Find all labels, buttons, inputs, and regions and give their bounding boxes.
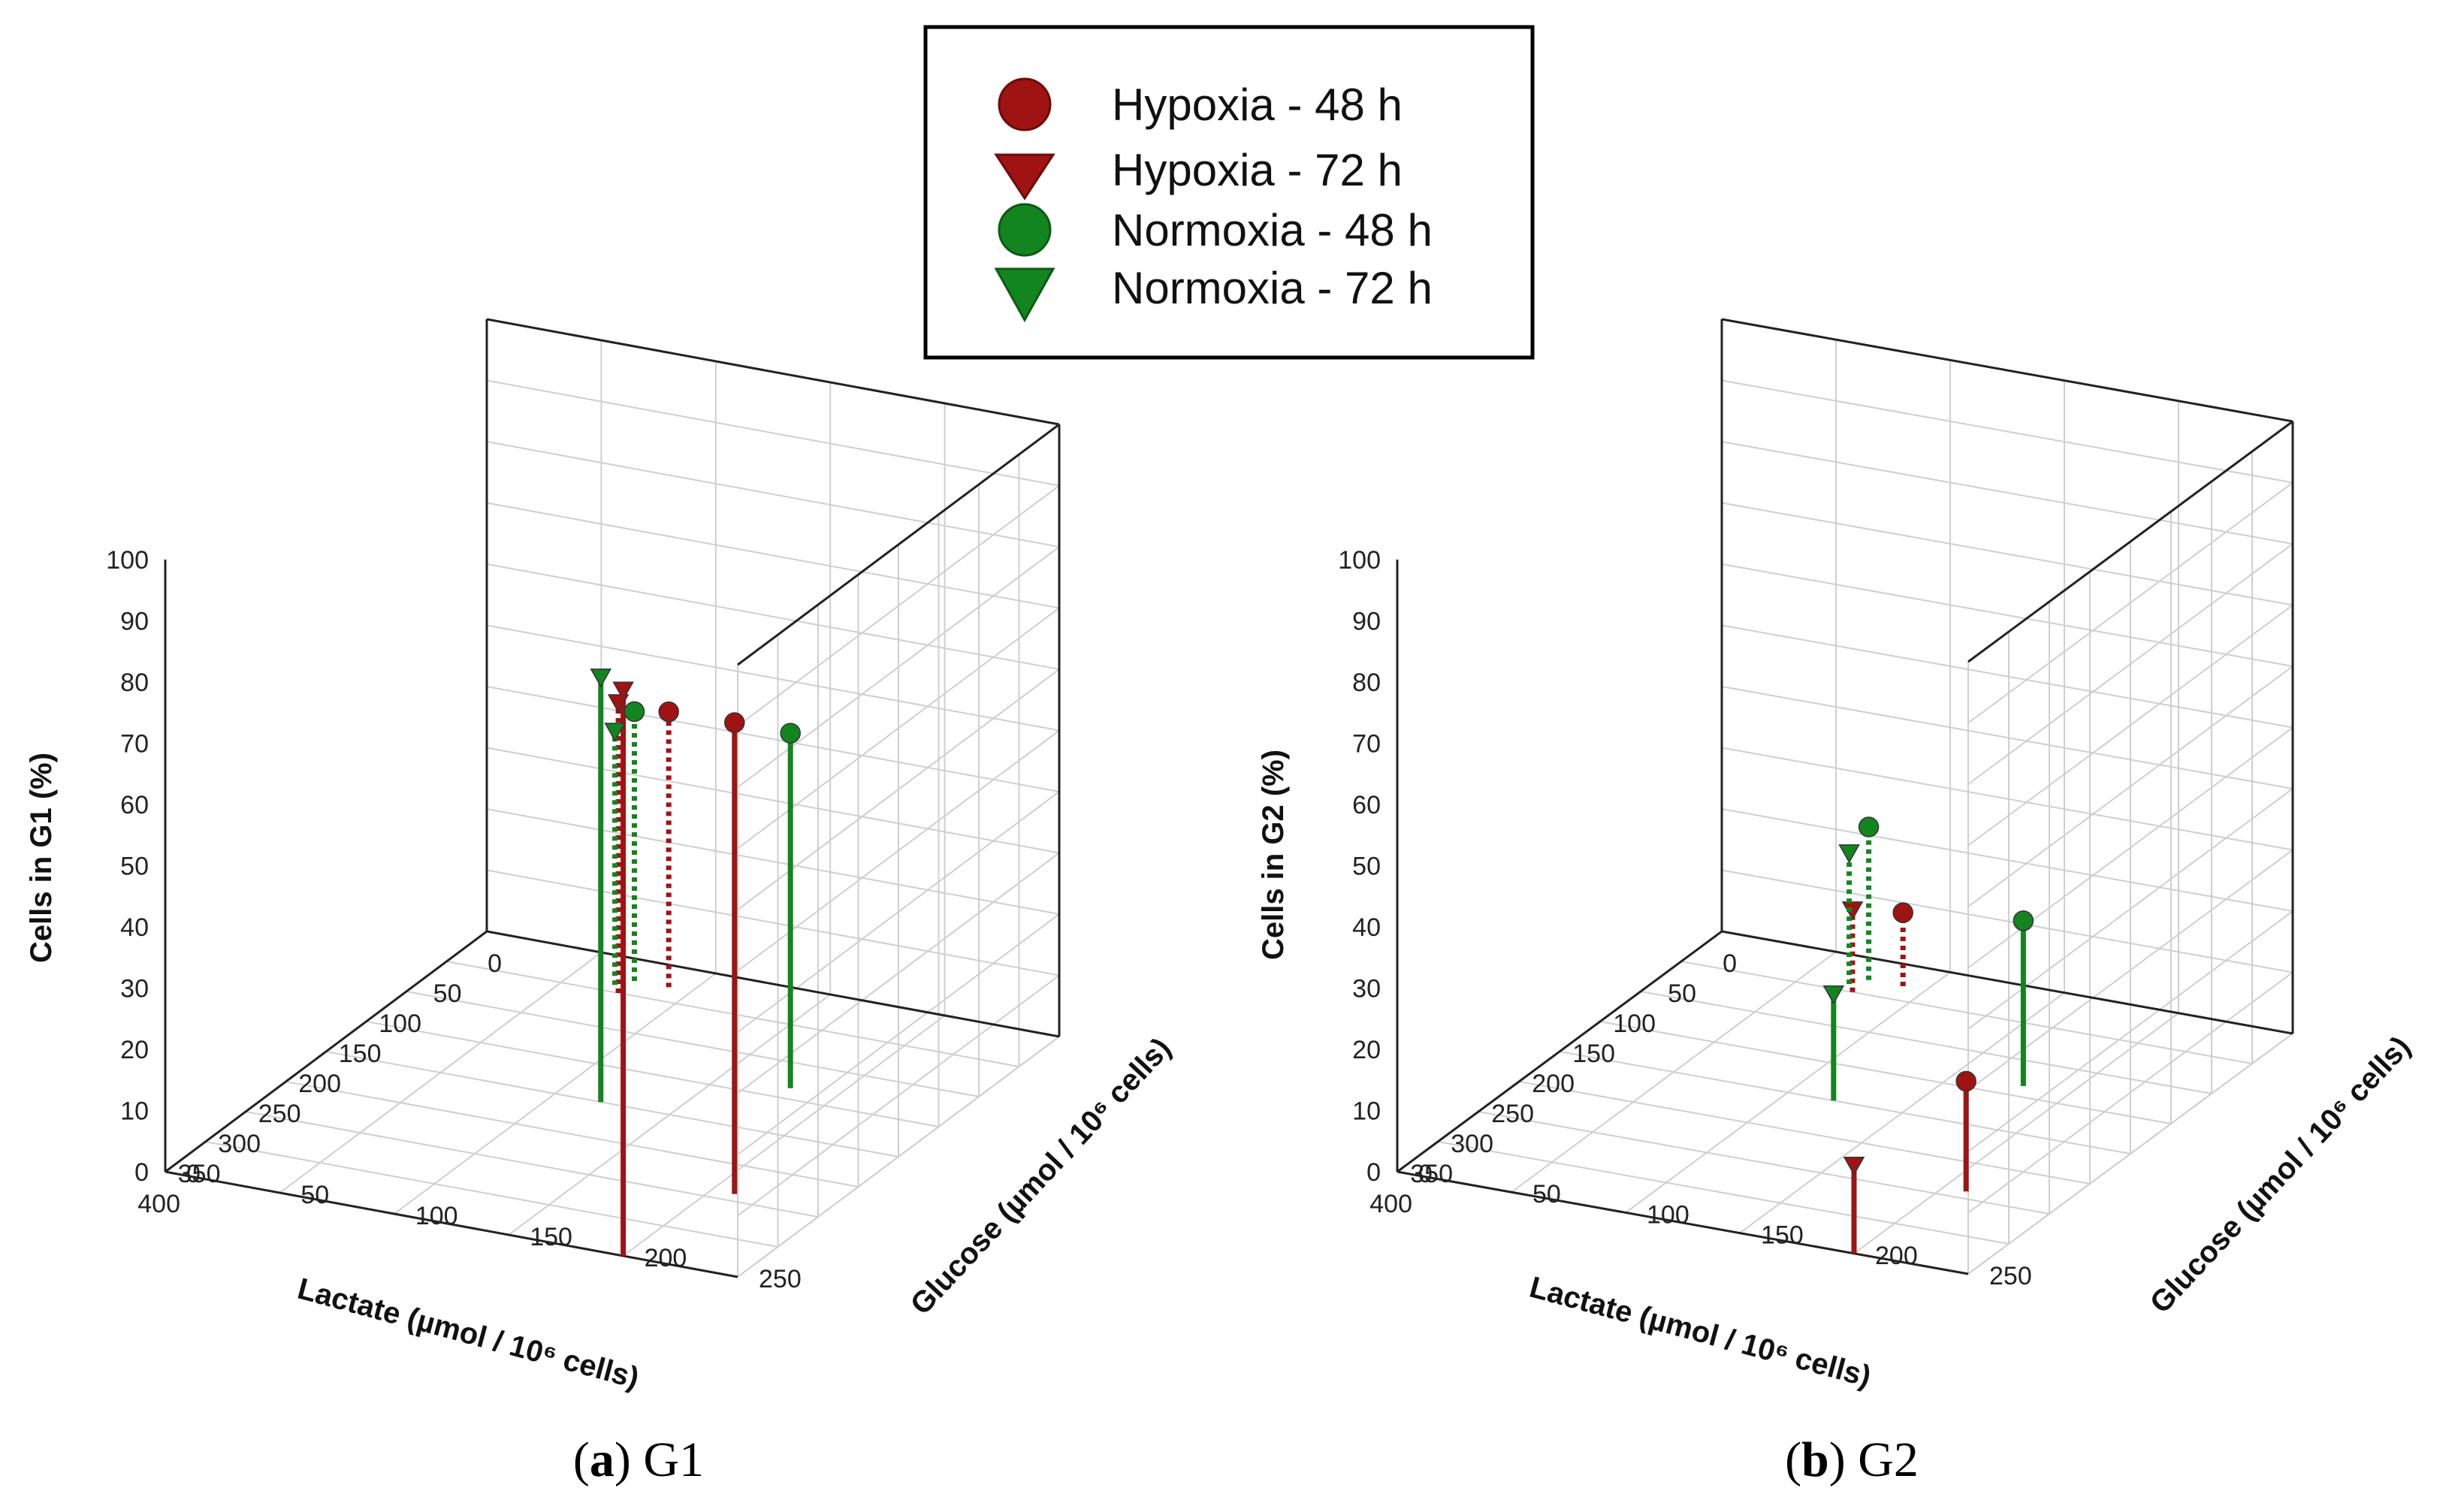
data-point-circle — [725, 713, 744, 732]
z-tick-label: 80 — [1352, 669, 1381, 697]
x-tick-label: 0 — [1723, 949, 1737, 978]
legend: Hypoxia - 48 h Hypoxia - 72 h Normoxia -… — [926, 27, 1532, 358]
z-tick-label: 90 — [120, 608, 149, 636]
y-tick-label: 0 — [1418, 1160, 1433, 1188]
x-tick-label: 100 — [379, 1010, 421, 1038]
z-tick-label: 60 — [1352, 791, 1381, 819]
x-tick-label: 300 — [218, 1130, 261, 1158]
z-tick-label: 30 — [120, 975, 149, 1004]
x-tick-label: 150 — [1572, 1040, 1615, 1068]
z-tick-label: 20 — [1352, 1036, 1381, 1064]
x-tick-label: 250 — [258, 1100, 301, 1128]
z-tick-label: 30 — [1352, 975, 1381, 1004]
x-tick-label: 0 — [488, 949, 502, 978]
y-tick-label: 250 — [1989, 1262, 2032, 1290]
z-tick-label: 60 — [120, 791, 149, 819]
caption-letter: a — [590, 1432, 614, 1487]
z-tick-label: 40 — [1352, 913, 1381, 942]
legend-marker-circle-icon — [999, 79, 1050, 130]
data-point-circle — [1956, 1072, 1976, 1091]
panel-caption: (a) G1 — [573, 1432, 704, 1487]
y-tick-label: 50 — [300, 1181, 329, 1209]
x-tick-label: 250 — [1491, 1100, 1534, 1128]
y-tick-label: 50 — [1532, 1180, 1561, 1209]
legend-label: Hypoxia - 48 h — [1112, 80, 1403, 130]
z-tick-label: 90 — [1352, 608, 1381, 636]
data-point-circle — [781, 723, 800, 743]
x-tick-label: 150 — [339, 1040, 382, 1068]
y-tick-label: 200 — [645, 1244, 687, 1272]
z-tick-label: 20 — [120, 1036, 149, 1064]
y-tick-label: 100 — [1647, 1200, 1689, 1229]
caption-name: G1 — [643, 1432, 704, 1487]
x-tick-label: 400 — [1369, 1190, 1412, 1218]
data-point-circle — [1859, 817, 1879, 837]
z-tick-label: 100 — [1338, 546, 1381, 575]
z-tick-label: 50 — [1352, 853, 1381, 881]
z-tick-label: 70 — [1352, 730, 1381, 759]
y-tick-label: 100 — [415, 1202, 458, 1230]
legend-label: Normoxia - 48 h — [1112, 205, 1433, 255]
data-point-circle — [1893, 903, 1913, 922]
x-tick-label: 100 — [1613, 1010, 1656, 1038]
z-tick-label: 10 — [120, 1097, 149, 1126]
z-axis-label: Cells in G2 (%) — [1257, 750, 1290, 960]
figure: Hypoxia - 48 h Hypoxia - 72 h Normoxia -… — [0, 0, 2464, 1503]
y-tick-label: 150 — [1761, 1221, 1804, 1250]
x-tick-label: 300 — [1451, 1130, 1493, 1158]
legend-label: Hypoxia - 72 h — [1112, 145, 1403, 195]
legend-label: Normoxia - 72 h — [1112, 263, 1433, 313]
z-tick-label: 80 — [120, 669, 149, 697]
z-axis-label: Cells in G1 (%) — [25, 753, 58, 963]
y-tick-label: 200 — [1875, 1242, 1918, 1270]
z-tick-label: 0 — [1366, 1158, 1381, 1187]
data-point-circle — [659, 702, 678, 722]
x-tick-label: 400 — [137, 1190, 180, 1218]
y-tick-label: 0 — [186, 1160, 201, 1188]
z-tick-label: 50 — [120, 853, 149, 881]
x-tick-label: 200 — [298, 1070, 341, 1098]
x-tick-label: 50 — [433, 979, 462, 1008]
y-tick-label: 250 — [759, 1265, 802, 1293]
z-tick-label: 70 — [120, 730, 149, 759]
caption-letter: b — [1801, 1432, 1829, 1487]
data-point-circle — [2013, 911, 2033, 931]
z-tick-label: 100 — [106, 546, 149, 575]
z-tick-label: 40 — [120, 913, 149, 942]
x-tick-label: 50 — [1668, 979, 1696, 1008]
panel-caption: (b) G2 — [1785, 1432, 1919, 1487]
z-tick-label: 10 — [1352, 1097, 1381, 1126]
y-tick-label: 150 — [530, 1223, 572, 1251]
z-tick-label: 0 — [134, 1158, 149, 1187]
x-tick-label: 200 — [1532, 1070, 1575, 1098]
data-point-circle — [625, 702, 645, 721]
legend-marker-circle-icon — [999, 204, 1050, 255]
caption-name: G2 — [1858, 1432, 1919, 1487]
